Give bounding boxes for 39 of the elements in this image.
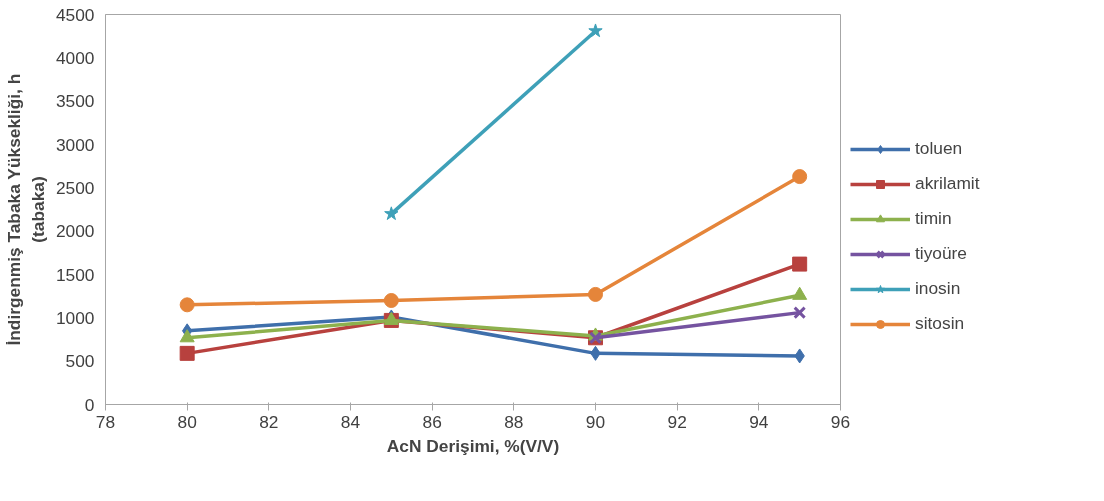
point (384, 206, 399, 220)
legend-label: akrilamit (915, 173, 980, 194)
legend-label: timin (915, 208, 952, 229)
y-tick-label: 500 (65, 351, 95, 372)
y-tick-label: 1000 (55, 307, 95, 328)
y-tick-label: 3000 (55, 134, 95, 155)
y-tick-label: 4000 (55, 47, 95, 68)
y-tick-label: 4500 (55, 4, 95, 25)
y-tick-label: 2000 (55, 221, 95, 242)
x-tick-label: 92 (667, 411, 687, 432)
point (792, 256, 808, 272)
y-tick-label: 2500 (55, 177, 95, 198)
legend-label: tiyoüre (915, 243, 968, 264)
point (179, 297, 195, 313)
y-tick-label: 0 (84, 394, 95, 415)
point (588, 286, 603, 302)
x-tick-label: 84 (340, 411, 361, 432)
point (792, 169, 808, 185)
point (588, 23, 603, 38)
x-tick-label: 78 (95, 411, 116, 432)
point (793, 306, 807, 320)
x-tick-label: 96 (830, 411, 851, 432)
point (179, 345, 195, 361)
legend-label: toluen (915, 138, 963, 159)
x-axis-title: AcN Derişimi, %(V/V) (386, 435, 560, 456)
x-tick-label: 90 (585, 411, 606, 432)
y-tick-label: 1500 (55, 264, 95, 285)
x-tick-label: 88 (504, 411, 524, 432)
point (179, 329, 195, 343)
legend-label: inosin (915, 278, 961, 299)
x-tick-label: 94 (749, 411, 769, 432)
legend-label: sitosin (915, 313, 965, 334)
point (383, 293, 399, 308)
y-axis-title: İndirgenmiş Tabaka Yüksekliği, h (tabaka) (3, 73, 48, 346)
y-tick-label: 3500 (55, 91, 95, 112)
x-tick-label: 86 (422, 411, 442, 432)
x-tick-label: 82 (259, 411, 279, 432)
point (792, 286, 808, 300)
x-tick-label: 80 (177, 411, 197, 432)
